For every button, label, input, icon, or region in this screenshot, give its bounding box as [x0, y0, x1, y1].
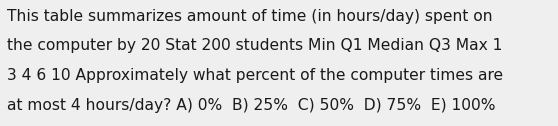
- Text: This table summarizes amount of time (in hours/day) spent on: This table summarizes amount of time (in…: [7, 9, 493, 24]
- Text: the computer by 20 Stat 200 students Min Q1 Median Q3 Max 1: the computer by 20 Stat 200 students Min…: [7, 38, 503, 53]
- Text: at most 4 hours/day? A) 0%  B) 25%  C) 50%  D) 75%  E) 100%: at most 4 hours/day? A) 0% B) 25% C) 50%…: [7, 98, 496, 113]
- Text: 3 4 6 10 Approximately what percent of the computer times are: 3 4 6 10 Approximately what percent of t…: [7, 68, 503, 83]
